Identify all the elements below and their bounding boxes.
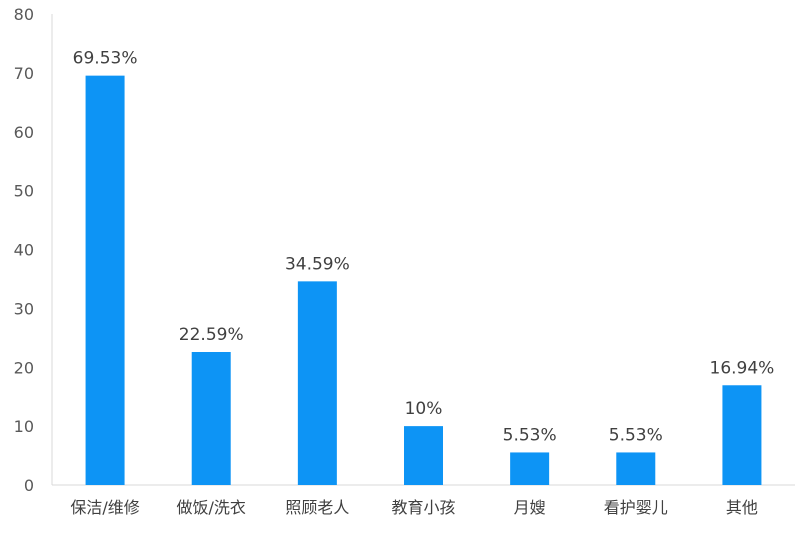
x-tick-label: 保洁/维修	[70, 498, 139, 517]
x-tick-label: 月嫂	[514, 498, 546, 517]
bar	[722, 385, 762, 485]
data-label: 69.53%	[73, 49, 138, 69]
bar	[191, 352, 231, 485]
x-axis: 保洁/维修 做饭/洗衣 照顾老人 教育小孩 月嫂 看护婴儿 其他	[52, 484, 795, 517]
y-tick-label: 40	[14, 241, 34, 260]
bars	[85, 75, 762, 486]
x-tick-label: 做饭/洗衣	[177, 498, 246, 517]
x-tick-label: 教育小孩	[391, 498, 455, 517]
y-tick-label: 30	[14, 299, 34, 318]
y-tick-label: 60	[14, 123, 34, 142]
data-label: 22.59%	[179, 325, 244, 345]
y-tick-label: 70	[14, 64, 34, 83]
x-tick-label: 看护婴儿	[604, 498, 668, 517]
bar	[85, 75, 125, 486]
y-tick-label: 50	[14, 182, 34, 201]
y-tick-label: 0	[24, 476, 34, 495]
data-labels: 69.53% 22.59% 34.59% 10% 5.53% 5.53% 16.94%	[73, 49, 775, 446]
bar	[616, 452, 656, 485]
bar	[510, 452, 550, 485]
bar	[404, 426, 443, 485]
x-tick-label: 其他	[726, 498, 758, 517]
y-axis: 0 10 20 30 40 50 60 70 80	[14, 5, 53, 495]
data-label: 16.94%	[710, 358, 775, 378]
bar	[297, 281, 337, 485]
data-label: 34.59%	[285, 254, 350, 274]
y-tick-label: 20	[14, 358, 34, 377]
y-tick-label: 10	[14, 417, 34, 436]
y-tick-label: 80	[14, 5, 34, 24]
data-label: 10%	[405, 399, 443, 419]
data-label: 5.53%	[609, 425, 663, 445]
data-label: 5.53%	[503, 425, 557, 445]
x-tick-label: 照顾老人	[285, 498, 349, 517]
